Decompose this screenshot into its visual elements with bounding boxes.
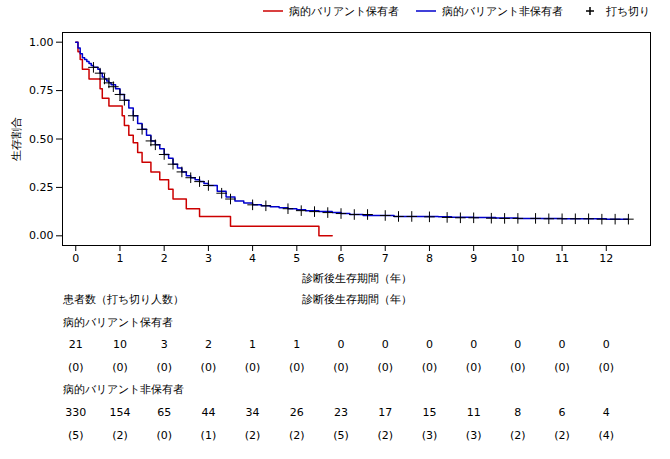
svg-text:1: 1 [116, 252, 123, 265]
svg-text:(0)0: (0)0 [289, 361, 305, 374]
svg-text:(0)0: (0)0 [422, 361, 438, 374]
svg-text:12: 12 [599, 252, 613, 265]
svg-text:患者数（打ち切り人数）: 患者数（打ち切り人数） [62, 293, 184, 306]
svg-text:9: 9 [470, 252, 477, 265]
svg-text:5: 5 [293, 252, 300, 265]
svg-text:(0)0: (0)0 [156, 429, 172, 442]
svg-text:0.00: 0.00 [29, 229, 54, 242]
svg-text:6: 6 [338, 252, 345, 265]
svg-text:(3)3: (3)3 [466, 429, 482, 442]
svg-text:0.25: 0.25 [29, 181, 54, 194]
svg-text:生存割合: 生存割合 [10, 117, 23, 161]
svg-text:11: 11 [467, 406, 481, 419]
svg-text:(0)0: (0)0 [510, 361, 526, 374]
svg-text:(0)0: (0)0 [554, 361, 570, 374]
svg-text:3: 3 [161, 338, 168, 351]
svg-text:(2)2: (2)2 [112, 429, 128, 442]
svg-text:154: 154 [109, 406, 130, 419]
svg-text:0: 0 [338, 338, 345, 351]
svg-text:23: 23 [334, 406, 348, 419]
svg-text:(5)5: (5)5 [333, 429, 349, 442]
svg-text:(1)1: (1)1 [201, 429, 217, 442]
svg-text:(2)2: (2)2 [377, 429, 393, 442]
svg-text:(3)3: (3)3 [422, 429, 438, 442]
svg-text:(0)0: (0)0 [598, 361, 614, 374]
svg-text:(0)0: (0)0 [466, 361, 482, 374]
html-text:打ち切り: 打ち切り [606, 4, 650, 18]
svg-text:0: 0 [72, 252, 79, 265]
svg-text:21: 21 [69, 338, 83, 351]
svg-text:0: 0 [603, 338, 610, 351]
svg-text:(2)2: (2)2 [245, 429, 261, 442]
svg-text:330: 330 [65, 406, 86, 419]
svg-text:0.50: 0.50 [29, 133, 54, 146]
svg-text:2: 2 [205, 338, 212, 351]
svg-text:0: 0 [470, 338, 477, 351]
svg-text:6: 6 [559, 406, 566, 419]
svg-text:3: 3 [205, 252, 212, 265]
svg-text:34: 34 [246, 406, 260, 419]
html-text:病的バリアント非保有者: 病的バリアント非保有者 [442, 4, 563, 18]
svg-text:1.00: 1.00 [29, 36, 54, 49]
svg-text:病的バリアント非保有者: 病的バリアント非保有者 [63, 383, 184, 396]
svg-text:(2)2: (2)2 [289, 429, 305, 442]
svg-text:7: 7 [382, 252, 389, 265]
svg-text:(0)0: (0)0 [112, 361, 128, 374]
svg-text:0.75: 0.75 [29, 84, 54, 97]
svg-text:(0)0: (0)0 [377, 361, 393, 374]
svg-text:(0)0: (0)0 [156, 361, 172, 374]
svg-text:8: 8 [514, 406, 521, 419]
svg-text:26: 26 [290, 406, 304, 419]
svg-text:0: 0 [559, 338, 566, 351]
svg-text:4: 4 [249, 252, 256, 265]
svg-text:(5)5: (5)5 [68, 429, 84, 442]
svg-text:(0)0: (0)0 [245, 361, 261, 374]
svg-text:8: 8 [426, 252, 433, 265]
svg-text:44: 44 [201, 406, 215, 419]
svg-text:1: 1 [293, 338, 300, 351]
svg-text:10: 10 [113, 338, 127, 351]
svg-text:0: 0 [514, 338, 521, 351]
svg-text:診断後生存期間（年）: 診断後生存期間（年） [302, 272, 412, 285]
svg-text:(0)0: (0)0 [201, 361, 217, 374]
svg-text:4: 4 [603, 406, 610, 419]
svg-text:10: 10 [511, 252, 525, 265]
svg-text:(0)0: (0)0 [333, 361, 349, 374]
svg-text:17: 17 [378, 406, 392, 419]
svg-text:(0)0: (0)0 [68, 361, 84, 374]
svg-text:0: 0 [382, 338, 389, 351]
svg-text:15: 15 [422, 406, 436, 419]
svg-text:(2)2: (2)2 [554, 429, 570, 442]
svg-text:65: 65 [157, 406, 171, 419]
svg-text:診断後生存期間（年）: 診断後生存期間（年） [302, 293, 412, 306]
svg-text:1: 1 [249, 338, 256, 351]
svg-text:(4)4: (4)4 [598, 429, 614, 442]
svg-text:(2)2: (2)2 [510, 429, 526, 442]
html-text:病的バリアント保有者: 病的バリアント保有者 [289, 4, 399, 18]
svg-text:病的バリアント保有者: 病的バリアント保有者 [63, 316, 173, 329]
svg-text:0: 0 [426, 338, 433, 351]
svg-text:11: 11 [555, 252, 569, 265]
svg-text:2: 2 [161, 252, 168, 265]
